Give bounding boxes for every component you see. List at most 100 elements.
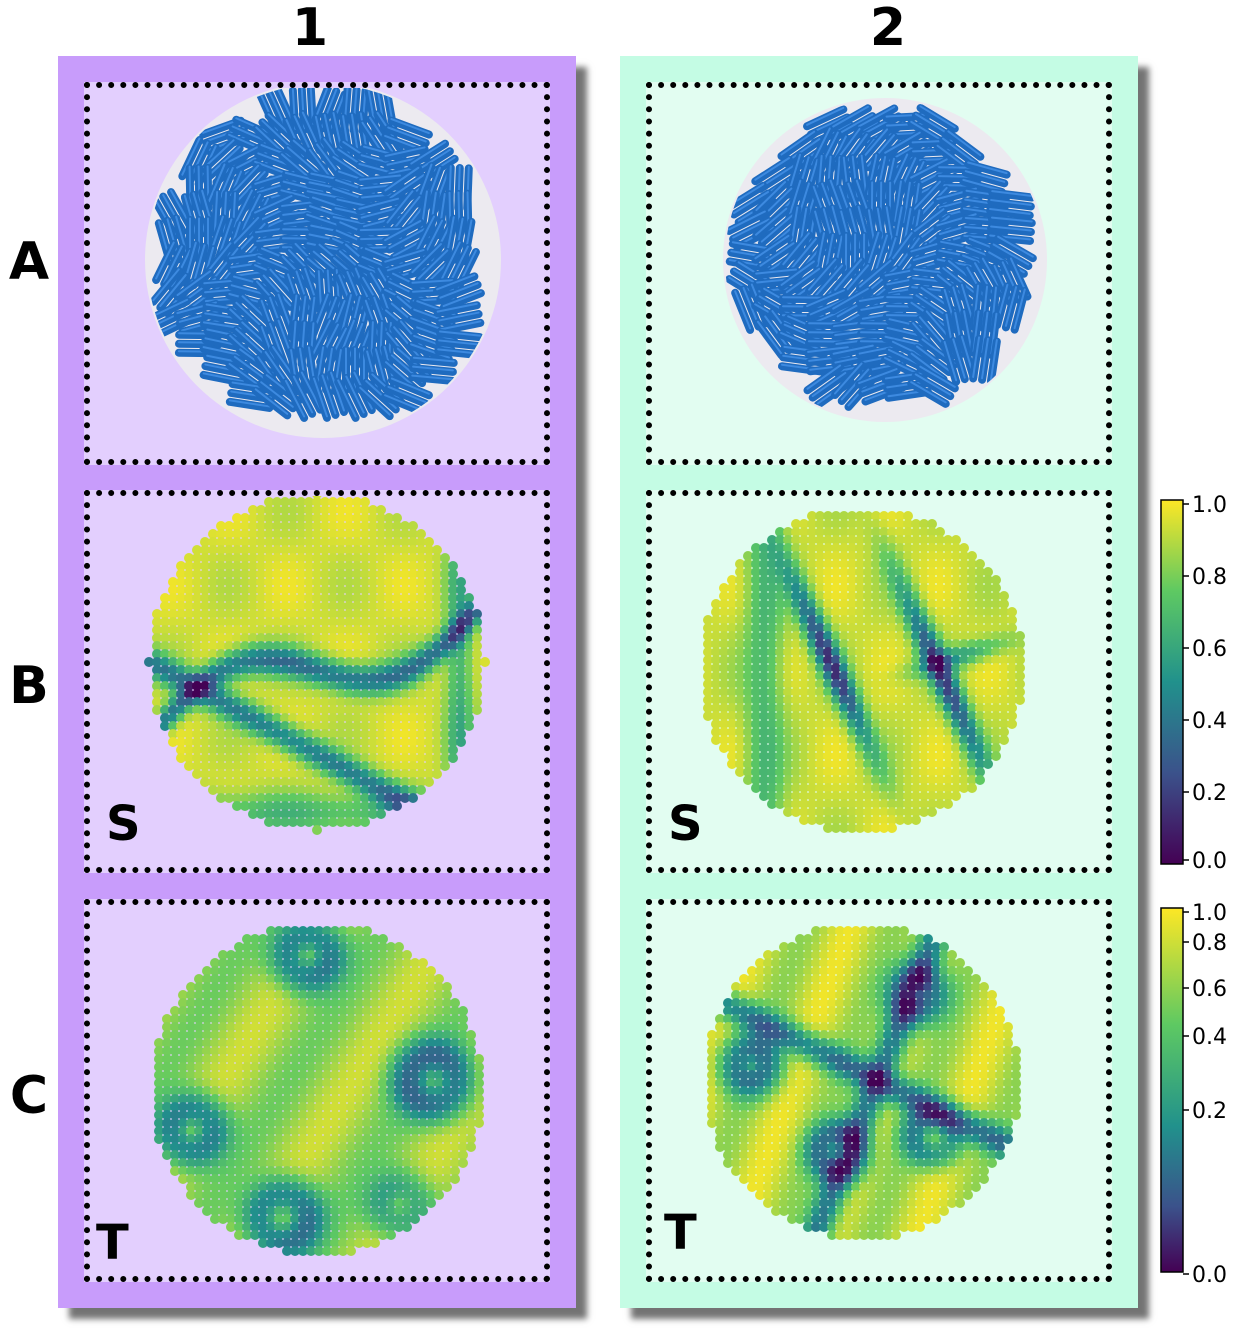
- heatmap-cell: [458, 1118, 468, 1128]
- heatmap-cell: [322, 1094, 332, 1104]
- heatmap-cell: [394, 1126, 404, 1136]
- heatmap-cell: [847, 567, 857, 577]
- heatmap-cell: [314, 1006, 324, 1016]
- heatmap-cell: [456, 697, 466, 707]
- heatmap-cell: [951, 535, 961, 545]
- heatmap-cell: [440, 657, 450, 667]
- heatmap-cell: [242, 966, 252, 976]
- heatmap-cell: [456, 689, 466, 699]
- heatmap-cell: [224, 561, 234, 571]
- heatmap-cell: [384, 521, 394, 531]
- heatmap-cell: [408, 569, 418, 579]
- heatmap-cell: [224, 617, 234, 627]
- heatmap-cell: [863, 647, 873, 657]
- heatmap-cell: [266, 998, 276, 1008]
- heatmap-cell: [378, 1102, 388, 1112]
- heatmap-cell: [320, 817, 330, 827]
- heatmap-cell: [232, 553, 242, 563]
- heatmap-cell: [202, 1078, 212, 1088]
- heatmap-cell: [216, 793, 226, 803]
- heatmap-cell: [248, 609, 258, 619]
- heatmap-cell: [330, 1102, 340, 1112]
- heatmap-cell: [400, 593, 410, 603]
- heatmap-cell: [472, 681, 482, 691]
- heatmap-cell: [823, 599, 833, 609]
- heatmap-cell: [168, 577, 178, 587]
- heatmap-cell: [250, 1110, 260, 1120]
- heatmap-cell: [368, 801, 378, 811]
- heatmap-cell: [378, 1206, 388, 1216]
- heatmap-cell: [831, 519, 841, 529]
- heatmap-cell: [711, 599, 721, 609]
- rod-highlight: [754, 207, 788, 236]
- heatmap-cell: [376, 705, 386, 715]
- heatmap-cell: [274, 950, 284, 960]
- heatmap-cell: [354, 958, 364, 968]
- heatmap-cell: [344, 697, 354, 707]
- heatmap-cell: [280, 809, 290, 819]
- heatmap-cell: [895, 639, 905, 649]
- heatmap-cell: [336, 505, 346, 515]
- heatmap-cell: [847, 575, 857, 585]
- heatmap-cell: [328, 681, 338, 691]
- heatmap-cell: [232, 665, 242, 675]
- heatmap-cell: [282, 1038, 292, 1048]
- heatmap-cell: [338, 1078, 348, 1088]
- heatmap-cell: [783, 623, 793, 633]
- heatmap-cell: [344, 777, 354, 787]
- heatmap-cell: [871, 663, 881, 673]
- heatmap-cell: [296, 569, 306, 579]
- heatmap-cell: [464, 689, 474, 699]
- heatmap-cell: [216, 769, 226, 779]
- heatmap-cell: [416, 641, 426, 651]
- heatmap-cell: [458, 1150, 468, 1160]
- heatmap-cell: [735, 631, 745, 641]
- heatmap-cell: [184, 657, 194, 667]
- heatmap-cell: [264, 673, 274, 683]
- heatmap-cell: [402, 1062, 412, 1072]
- heatmap-cell: [370, 1238, 380, 1248]
- heatmap-cell: [416, 697, 426, 707]
- heatmap-cell: [248, 657, 258, 667]
- heatmap-cell: [378, 990, 388, 1000]
- heatmap-cell: [274, 1158, 284, 1168]
- heatmap-cell: [210, 1150, 220, 1160]
- heatmap-cell: [464, 713, 474, 723]
- heatmap-cell: [344, 609, 354, 619]
- heatmap-cell: [290, 1182, 300, 1192]
- heatmap-cell: [448, 641, 458, 651]
- rod-highlight: [152, 268, 180, 302]
- rod: [777, 330, 822, 355]
- heatmap-cell: [767, 663, 777, 673]
- heatmap-cell: [378, 1038, 388, 1048]
- heatmap-cell: [184, 641, 194, 651]
- heatmap-cell: [266, 1046, 276, 1056]
- heatmap-cell: [192, 753, 202, 763]
- heatmap-cell: [927, 519, 937, 529]
- rod: [987, 197, 1035, 211]
- heatmap-cell: [464, 665, 474, 675]
- heatmap-cell: [703, 679, 713, 689]
- heatmap-cell: [408, 641, 418, 651]
- heatmap-cell: [903, 527, 913, 537]
- heatmap-cell: [282, 942, 292, 952]
- heatmap-cell: [743, 567, 753, 577]
- heatmap-cell: [450, 1126, 460, 1136]
- heatmap-cell: [370, 1006, 380, 1016]
- heatmap-cell: [472, 633, 482, 643]
- heatmap-cell: [432, 753, 442, 763]
- heatmap-cell: [743, 631, 753, 641]
- heatmap-cell: [400, 577, 410, 587]
- heatmap-cell: [935, 711, 945, 721]
- heatmap-cell: [218, 1142, 228, 1152]
- heatmap-cell: [975, 583, 985, 593]
- heatmap-cell: [264, 545, 274, 555]
- heatmap-cell: [266, 1222, 276, 1232]
- heatmap-cell: [378, 1150, 388, 1160]
- heatmap-cell: [759, 615, 769, 625]
- heatmap-cell: [448, 609, 458, 619]
- heatmap-cell: [290, 1134, 300, 1144]
- heatmap-cell: [210, 1158, 220, 1168]
- heatmap-cell: [368, 569, 378, 579]
- heatmap-cell: [218, 1038, 228, 1048]
